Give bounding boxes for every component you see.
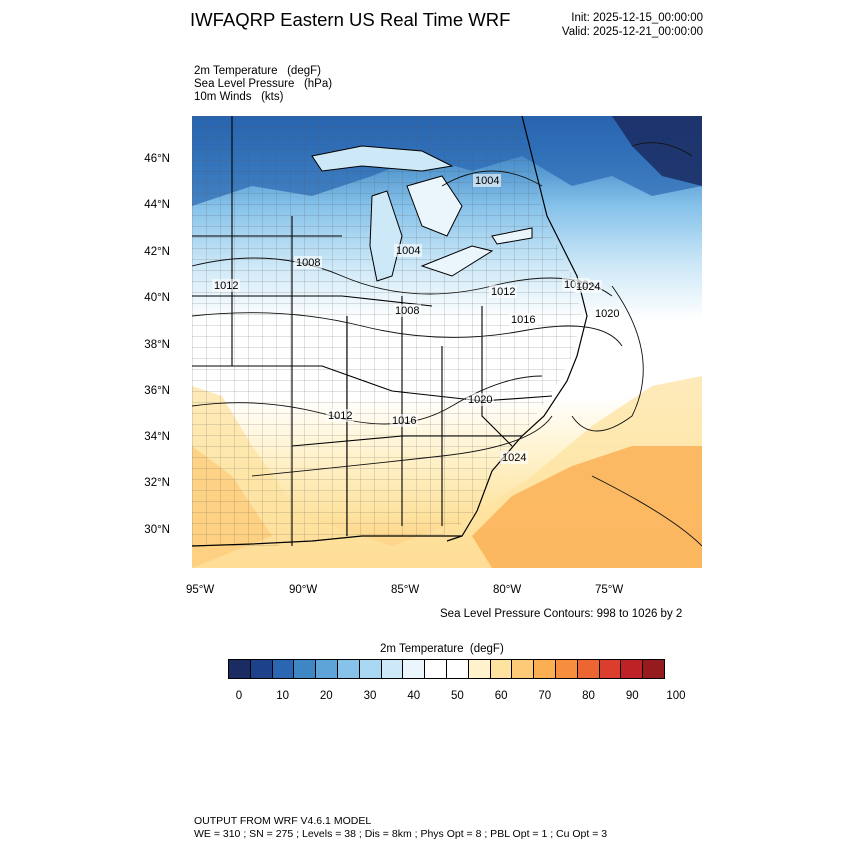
colorbar-swatch bbox=[425, 660, 447, 678]
pressure-label-bg bbox=[509, 313, 537, 326]
colorbar-swatch bbox=[643, 660, 664, 678]
init-time: Init: 2025-12-15_00:00:00 bbox=[571, 12, 703, 24]
pressure-label-bg bbox=[393, 304, 421, 317]
colorbar-tick-label: 80 bbox=[582, 690, 595, 702]
pressure-label: 1004 bbox=[475, 175, 499, 187]
pressure-label: 1024 bbox=[576, 281, 600, 293]
pressure-label-bg bbox=[500, 451, 528, 464]
latitude-label: 30°N bbox=[144, 524, 170, 536]
coastline-gulf bbox=[192, 535, 462, 547]
pressure-label-bg bbox=[473, 174, 501, 187]
temperature-colorbar bbox=[228, 659, 665, 679]
pressure-label: 1012 bbox=[491, 286, 515, 298]
pressure-label: 1012 bbox=[328, 410, 352, 422]
colorbar-swatch bbox=[229, 660, 251, 678]
weather-map: 1004 1004 1008 1012 1008 1012 1016 1020 1024 1020… bbox=[192, 116, 702, 568]
colorbar-swatch bbox=[446, 660, 469, 678]
cold-region-northeast bbox=[612, 116, 702, 186]
colorbar-swatch bbox=[621, 660, 644, 678]
colorbar-swatch bbox=[316, 660, 338, 678]
colorbar-tick-label: 70 bbox=[538, 690, 552, 702]
colorbar-swatch bbox=[577, 660, 600, 678]
colorbar-swatch bbox=[555, 660, 578, 678]
latitude-label: 44°N bbox=[144, 199, 170, 211]
pressure-label-bg bbox=[326, 409, 354, 422]
colorbar-tick-label: 60 bbox=[494, 690, 508, 702]
pressure-label-bg bbox=[390, 414, 418, 427]
valid-time: Valid: 2025-12-21_00:00:00 bbox=[561, 26, 703, 38]
latitude-label: 36°N bbox=[144, 385, 170, 397]
pressure-label: 1016 bbox=[511, 314, 535, 326]
colorbar-tick-label: 30 bbox=[363, 690, 377, 702]
footer-config: WE = 310 ; SN = 275 ; Levels = 38 ; Dis … bbox=[194, 828, 608, 840]
colorbar-swatch bbox=[359, 660, 382, 678]
colorbar-swatch bbox=[337, 660, 360, 678]
state-boundaries bbox=[192, 116, 553, 546]
colorbar-tick-label: 50 bbox=[451, 690, 464, 702]
pressure-label-bg bbox=[466, 393, 494, 406]
colorbar-swatch bbox=[250, 660, 273, 678]
contour-note: Sea Level Pressure Contours: 998 to 1026… bbox=[440, 608, 683, 620]
lake-superior bbox=[311, 145, 454, 172]
field-label-temperature: 2m Temperature (degF) bbox=[194, 65, 321, 77]
colorbar-title: 2m Temperature (degF) bbox=[380, 643, 504, 655]
longitude-label: 95°W bbox=[186, 584, 215, 596]
latitude-label: 32°N bbox=[144, 477, 170, 489]
pressure-label: 1008 bbox=[395, 305, 419, 317]
longitude-label: 75°W bbox=[595, 584, 624, 596]
pressure-label: 1004 bbox=[396, 245, 420, 257]
pressure-label-bg bbox=[212, 279, 240, 292]
latitude-label: 34°N bbox=[144, 431, 170, 443]
colorbar-swatch bbox=[294, 660, 317, 678]
colorbar-tick-label: 0 bbox=[235, 690, 243, 702]
colorbar-tick-label: 20 bbox=[319, 690, 333, 702]
latitude-label: 40°N bbox=[144, 292, 170, 304]
colorbar-tick-label: 40 bbox=[407, 690, 421, 702]
colorbar-swatch bbox=[599, 660, 622, 678]
longitude-label: 80°W bbox=[493, 584, 522, 596]
pressure-label-bg bbox=[489, 285, 517, 298]
colorbar-swatch bbox=[490, 660, 513, 678]
lake-huron bbox=[406, 175, 463, 237]
pressure-label-bg bbox=[593, 307, 621, 320]
latitude-label: 38°N bbox=[144, 339, 170, 351]
colorbar-swatch bbox=[272, 660, 295, 678]
pressure-label: 1016 bbox=[392, 415, 416, 427]
lake-erie bbox=[420, 245, 494, 277]
pressure-label: 1008 bbox=[296, 257, 320, 269]
lake-ontario bbox=[491, 227, 533, 245]
colorbar-swatch bbox=[381, 660, 404, 678]
latitude-label: 46°N bbox=[144, 153, 170, 165]
colorbar-tick-label: 90 bbox=[625, 690, 639, 702]
footer-model: OUTPUT FROM WRF V4.6.1 MODEL bbox=[194, 815, 372, 827]
colorbar-swatch bbox=[512, 660, 535, 678]
colorbar-swatch bbox=[534, 660, 556, 678]
latitude-label: 42°N bbox=[144, 246, 170, 258]
colorbar-tick-label: 100 bbox=[666, 690, 686, 702]
pressure-label-bg bbox=[574, 280, 602, 293]
pressure-label-bg bbox=[294, 256, 322, 269]
pressure-label: 1020 bbox=[468, 394, 492, 406]
colorbar-tick-label: 10 bbox=[276, 690, 290, 702]
field-label-winds: 10m Winds (kts) bbox=[194, 91, 284, 103]
pressure-label: 1024 bbox=[502, 452, 526, 464]
warm-region-atlantic bbox=[472, 446, 702, 568]
pressure-contour-labels: 1004 1004 1008 1012 1008 1012 1016 1020 1024 1020… bbox=[212, 174, 621, 464]
map-title: IWFAQRP Eastern US Real Time WRF bbox=[190, 9, 511, 30]
pressure-label: 1012 bbox=[214, 280, 238, 292]
lake-michigan bbox=[369, 190, 403, 282]
colorbar-swatch bbox=[403, 660, 426, 678]
pressure-label-bg bbox=[394, 244, 422, 257]
coastline-atlantic bbox=[446, 116, 588, 542]
pressure-contours bbox=[192, 142, 702, 547]
field-label-pressure: Sea Level Pressure (hPa) bbox=[194, 78, 333, 90]
pressure-label: 1020 bbox=[595, 308, 619, 320]
longitude-label: 85°W bbox=[391, 584, 420, 596]
longitude-label: 90°W bbox=[289, 584, 318, 596]
colorbar-swatch bbox=[468, 660, 491, 678]
